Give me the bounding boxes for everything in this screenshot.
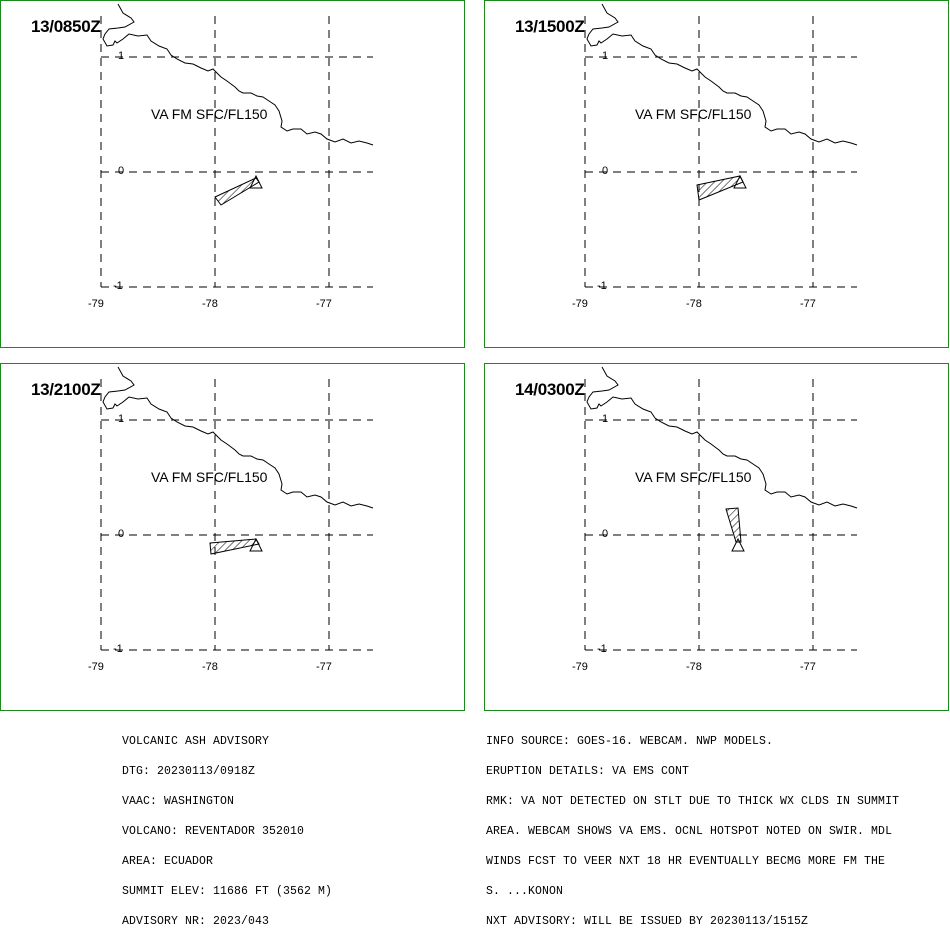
advisory-line: VOLCANIC ASH ADVISORY: [122, 735, 270, 748]
advisory-line: ERUPTION DETAILS: VA EMS CONT: [486, 765, 690, 778]
lon-tick-77: -77: [316, 661, 332, 673]
advisory-line: INFO SOURCE: GOES-16. WEBCAM. NWP MODELS…: [486, 735, 774, 748]
volcano-marker: [249, 537, 263, 552]
lon-tick-78: -78: [202, 661, 218, 673]
volcano-marker: [731, 537, 745, 552]
forecast-time-label: 13/1500Z: [515, 17, 585, 36]
volcano-marker: [733, 174, 747, 189]
advisory-line: NXT ADVISORY: WILL BE ISSUED BY 20230113…: [486, 915, 809, 928]
advisory-line: SUMMIT ELEV: 11686 FT (3562 M): [122, 885, 333, 898]
map-panel-2: 13/1500Z VA FM SFC/FL150 1 0 -1 -79 -78 …: [484, 0, 949, 348]
volcano-marker: [249, 174, 263, 189]
advisory-line: VAAC: WASHINGTON: [122, 795, 235, 808]
lat-tick-0: 0: [118, 528, 125, 540]
lat-tick-neg1: -1: [597, 280, 607, 292]
lat-tick-0: 0: [602, 528, 609, 540]
ash-polygon: [209, 538, 260, 555]
advisory-line: S. ...KONON: [486, 885, 564, 898]
lon-tick-78: -78: [686, 298, 702, 310]
map-canvas: [100, 3, 374, 288]
lon-tick-79: -79: [572, 661, 588, 673]
map-panel-4: 14/0300Z VA FM SFC/FL150 1 0 -1 -79 -78 …: [484, 363, 949, 711]
forecast-time-label: 13/0850Z: [31, 17, 101, 36]
lon-tick-77: -77: [800, 298, 816, 310]
advisory-details-block: INFO SOURCE: GOES-16. WEBCAM. NWP MODELS…: [486, 717, 899, 937]
grid-lines: [100, 379, 373, 651]
grid-lines: [584, 379, 857, 651]
lat-tick-neg1: -1: [113, 643, 123, 655]
lat-tick-neg1: -1: [113, 280, 123, 292]
lat-tick-1: 1: [602, 413, 609, 425]
lat-tick-1: 1: [118, 50, 125, 62]
grid-lines: [584, 16, 857, 288]
coastline: [102, 366, 374, 509]
coastline: [586, 3, 858, 146]
advisory-line: AREA. WEBCAM SHOWS VA EMS. OCNL HOTSPOT …: [486, 825, 893, 838]
ash-layer-label: VA FM SFC/FL150: [635, 469, 752, 485]
ash-polygon: [725, 507, 742, 543]
lat-tick-1: 1: [602, 50, 609, 62]
advisory-line: ADVISORY NR: 2023/043: [122, 915, 270, 928]
lat-tick-1: 1: [118, 413, 125, 425]
ash-layer-label: VA FM SFC/FL150: [635, 106, 752, 122]
advisory-header-block: VOLCANIC ASH ADVISORY DTG: 20230113/0918…: [122, 717, 332, 937]
lon-tick-78: -78: [202, 298, 218, 310]
lon-tick-79: -79: [88, 298, 104, 310]
forecast-time-label: 13/2100Z: [31, 380, 101, 399]
lat-tick-neg1: -1: [597, 643, 607, 655]
coastline: [102, 3, 374, 146]
advisory-line: WINDS FCST TO VEER NXT 18 HR EVENTUALLY …: [486, 855, 886, 868]
ash-layer-label: VA FM SFC/FL150: [151, 106, 268, 122]
map-canvas: [584, 366, 858, 651]
advisory-line: AREA: ECUADOR: [122, 855, 214, 868]
map-canvas: [584, 3, 858, 288]
lat-tick-0: 0: [602, 165, 609, 177]
lon-tick-77: -77: [316, 298, 332, 310]
map-panel-3: 13/2100Z VA FM SFC/FL150 1 0 -1 -79 -78 …: [0, 363, 465, 711]
grid-lines: [100, 16, 373, 288]
advisory-line: VOLCANO: REVENTADOR 352010: [122, 825, 305, 838]
lon-tick-78: -78: [686, 661, 702, 673]
lon-tick-77: -77: [800, 661, 816, 673]
coastline: [586, 366, 858, 509]
lat-tick-0: 0: [118, 165, 125, 177]
lon-tick-79: -79: [572, 298, 588, 310]
map-canvas: [100, 366, 374, 651]
advisory-line: RMK: VA NOT DETECTED ON STLT DUE TO THIC…: [486, 795, 900, 808]
forecast-time-label: 14/0300Z: [515, 380, 585, 399]
ash-polygon: [214, 177, 260, 206]
lon-tick-79: -79: [88, 661, 104, 673]
map-panel-1: 13/0850Z VA FM SFC/FL150 1 0 -1 -79 -78 …: [0, 0, 465, 348]
ash-layer-label: VA FM SFC/FL150: [151, 469, 268, 485]
advisory-line: DTG: 20230113/0918Z: [122, 765, 256, 778]
